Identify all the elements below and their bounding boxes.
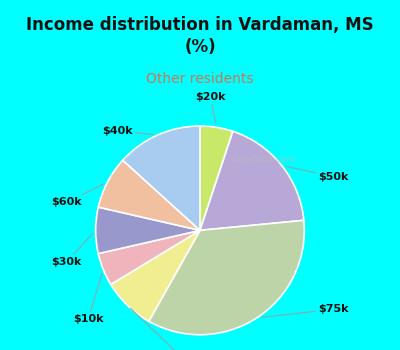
Text: $40k: $40k (102, 126, 154, 136)
Wedge shape (200, 126, 233, 230)
Text: Income distribution in Vardaman, MS
(%): Income distribution in Vardaman, MS (%) (26, 16, 374, 56)
Text: $50k: $50k (286, 166, 349, 182)
Wedge shape (149, 220, 304, 335)
Wedge shape (98, 230, 200, 285)
Text: $60k: $60k (51, 184, 104, 207)
Text: $10k: $10k (73, 273, 103, 324)
Wedge shape (200, 131, 304, 230)
Text: $75k: $75k (261, 304, 349, 317)
Text: City-Data.com: City-Data.com (232, 155, 296, 164)
Wedge shape (96, 207, 200, 254)
Text: Other residents: Other residents (146, 72, 254, 86)
Text: $20k: $20k (195, 92, 226, 123)
Text: $30k: $30k (51, 233, 93, 267)
Wedge shape (123, 126, 200, 230)
Text: $100k: $100k (130, 308, 204, 350)
Wedge shape (111, 230, 200, 321)
Wedge shape (98, 160, 200, 230)
